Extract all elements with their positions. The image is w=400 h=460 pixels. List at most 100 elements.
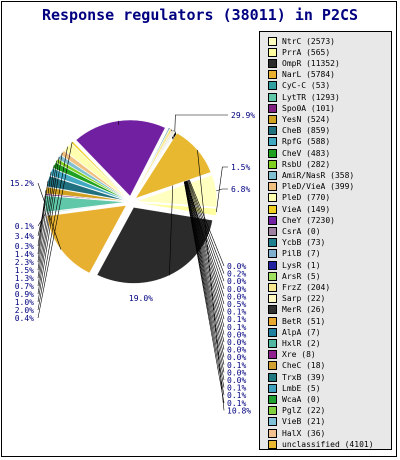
pie-label-unclassified: 10.8% bbox=[227, 406, 251, 415]
legend-label: LmbE (5) bbox=[282, 383, 321, 393]
legend-swatch bbox=[268, 170, 277, 180]
legend-swatch bbox=[268, 47, 277, 57]
pie-label-frzz: 0.5% bbox=[227, 300, 246, 309]
legend-item-ycbb: YcbB (73) bbox=[268, 238, 325, 248]
label-leader-ntrc bbox=[216, 188, 228, 192]
legend-swatch bbox=[268, 193, 277, 203]
pie-label-hxlr: 0.0% bbox=[227, 338, 246, 347]
legend-item-xre: Xre (8) bbox=[268, 350, 316, 360]
legend-swatch bbox=[268, 137, 277, 147]
legend-label: LytTR (1293) bbox=[282, 92, 340, 102]
legend-swatch bbox=[268, 271, 277, 281]
legend-swatch bbox=[268, 249, 277, 259]
legend-label: unclassified (4101) bbox=[282, 439, 374, 449]
legend-item-spo0a: Spo0A (101) bbox=[268, 103, 335, 113]
legend-label: CheV (483) bbox=[282, 148, 331, 158]
pie-label-spo0a: 0.3% bbox=[15, 242, 34, 251]
legend-swatch bbox=[268, 406, 277, 416]
legend-swatch bbox=[268, 305, 277, 315]
legend-item-chev: CheV (483) bbox=[268, 148, 330, 158]
legend-item-yesn: YesN (524) bbox=[268, 114, 330, 124]
pie-label-narl: 15.2% bbox=[10, 179, 34, 188]
legend-item-vieb: VieB (21) bbox=[268, 417, 325, 427]
pie-label-yesn: 1.4% bbox=[15, 250, 34, 259]
pie-label-alpa: 0.0% bbox=[227, 330, 246, 339]
legend-label: LysR (1) bbox=[282, 260, 321, 270]
pie-label-cyc-c: 0.1% bbox=[15, 222, 34, 231]
legend-item-alpa: AlpA (7) bbox=[268, 327, 321, 337]
legend-label: TrxB (39) bbox=[282, 372, 326, 382]
legend-item-csra: CsrA (0) bbox=[268, 226, 321, 236]
legend-label: HxlR (2) bbox=[282, 338, 321, 348]
legend-label: OmpR (11352) bbox=[282, 58, 340, 68]
pie-slice-amir-nasr bbox=[57, 154, 127, 199]
legend-label: Spo0A (101) bbox=[282, 103, 335, 113]
legend-item-rpfg: RpfG (588) bbox=[268, 137, 330, 147]
legend-swatch bbox=[268, 92, 277, 102]
legend-swatch bbox=[268, 204, 277, 214]
legend-label: Sarp (22) bbox=[282, 294, 326, 304]
label-leader-pled-viea bbox=[37, 152, 63, 303]
legend-item-betr: BetR (51) bbox=[268, 316, 325, 326]
legend-item-pilb: PilB (7) bbox=[268, 249, 321, 259]
pie-label-merr: 0.1% bbox=[227, 315, 246, 324]
legend-item-ompr: OmpR (11352) bbox=[268, 58, 340, 68]
legend-swatch bbox=[268, 114, 277, 124]
legend-item-chey: CheY (7230) bbox=[268, 215, 335, 225]
legend-item-lmbe: LmbE (5) bbox=[268, 383, 321, 393]
pie-label-lysr: 0.0% bbox=[227, 285, 246, 294]
legend-swatch bbox=[268, 215, 277, 225]
label-leader-chev bbox=[37, 165, 55, 279]
legend-label: YcbB (73) bbox=[282, 238, 326, 248]
label-leader-prra bbox=[216, 166, 228, 213]
legend-label: PleD/VieA (399) bbox=[282, 182, 355, 192]
legend-swatch bbox=[268, 361, 277, 371]
legend-item-wcaa: WcaA (0) bbox=[268, 394, 321, 404]
pie-label-cheb: 2.3% bbox=[15, 258, 34, 267]
legend-label: FrzZ (204) bbox=[282, 282, 331, 292]
legend-label: ArsR (5) bbox=[282, 271, 321, 281]
chart-title: Response regulators (38011) in P2CS bbox=[41, 6, 359, 24]
legend-item-ntrc: NtrC (2573) bbox=[268, 36, 335, 46]
legend-item-frzz: FrzZ (204) bbox=[268, 282, 330, 292]
legend-label: RpfG (588) bbox=[282, 137, 331, 147]
pie-label-chev: 1.3% bbox=[15, 274, 34, 283]
legend-item-prra: PrrA (565) bbox=[268, 47, 330, 57]
label-leader-ompr bbox=[169, 114, 228, 276]
pie-label-rsbu: 0.7% bbox=[15, 282, 34, 291]
pie-label-pled-viea: 1.0% bbox=[15, 298, 34, 307]
legend-label: RsbU (282) bbox=[282, 159, 331, 169]
pie-slice-unclassified bbox=[135, 132, 212, 199]
legend-label: CyC-C (53) bbox=[282, 81, 331, 91]
legend-item-pled: PleD (770) bbox=[268, 193, 330, 203]
legend-swatch bbox=[268, 294, 277, 304]
legend-swatch bbox=[268, 417, 277, 427]
legend-item-rsbu: RsbU (282) bbox=[268, 159, 330, 169]
legend-item-cyc-c: CyC-C (53) bbox=[268, 81, 330, 91]
legend-item-sarp: Sarp (22) bbox=[268, 294, 325, 304]
pie-label-xre: 0.0% bbox=[227, 346, 246, 355]
legend-swatch bbox=[268, 226, 277, 236]
legend-swatch bbox=[268, 126, 277, 136]
pie-slice-rsbu bbox=[55, 158, 126, 200]
pie-label-chec: 0.0% bbox=[227, 353, 246, 362]
pie-label-prra: 1.5% bbox=[231, 163, 250, 172]
label-leader-yesn bbox=[37, 190, 47, 255]
legend-label: PrrA (565) bbox=[282, 47, 331, 57]
legend-item-arsr: ArsR (5) bbox=[268, 271, 321, 281]
legend-label: VieA (149) bbox=[282, 204, 331, 214]
pie-label-csra: 0.0% bbox=[227, 262, 246, 271]
pie-label-chey: 19.0% bbox=[129, 294, 153, 303]
legend-swatch bbox=[268, 439, 277, 449]
legend-swatch bbox=[268, 383, 277, 393]
legend-label: CheC (18) bbox=[282, 361, 326, 371]
legend-swatch bbox=[268, 316, 277, 326]
legend-swatch bbox=[268, 350, 277, 360]
legend-label: CheY (7230) bbox=[282, 215, 335, 225]
legend-item-unclassified: unclassified (4101) bbox=[268, 439, 374, 449]
legend-swatch bbox=[268, 238, 277, 248]
pie-label-vieb: 0.1% bbox=[227, 391, 246, 400]
legend-label: AmiR/NasR (358) bbox=[282, 170, 355, 180]
pie-label-viea: 0.4% bbox=[15, 314, 34, 323]
